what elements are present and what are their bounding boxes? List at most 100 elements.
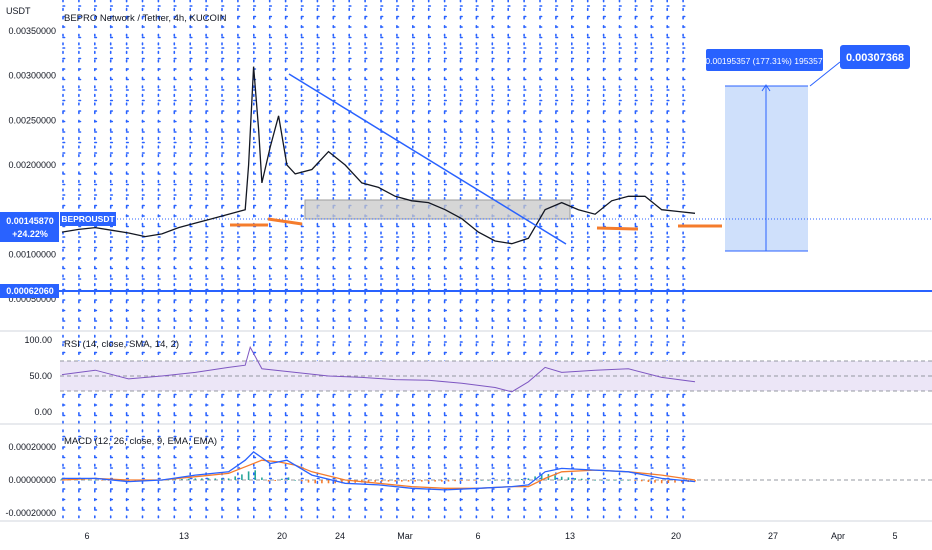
macd-axis[interactable]: 0.00020000 0.00000000 -0.00020000 (5, 442, 56, 518)
macd-histogram-bar (674, 480, 676, 483)
consolidation-zone[interactable] (304, 199, 571, 220)
macd-histogram-bar (620, 480, 623, 481)
macd-histogram-bar (514, 479, 516, 481)
macd-histogram-bar (227, 478, 230, 480)
support-mark[interactable] (596, 226, 639, 231)
macd-histogram-bar (487, 480, 490, 481)
macd-histogram-bar (214, 478, 217, 480)
macd-histogram-bar (341, 480, 343, 484)
time-tick-label: 6 (475, 531, 480, 541)
rsi-series (61, 345, 696, 393)
macd-histogram-bar (634, 480, 636, 481)
rsi-tick-label: 50.00 (29, 371, 52, 381)
macd-histogram-bar (421, 480, 423, 482)
macd-histogram-bar (614, 480, 616, 481)
macd-title: MACD (12, 26, close, 9, EMA, EMA) (64, 436, 217, 447)
macd-histogram-bar (381, 480, 383, 482)
macd-histogram-bar (254, 470, 256, 480)
price-change-value: +24.22% (12, 229, 48, 239)
macd-histogram-bar (474, 480, 476, 481)
hline-price-value: 0.00062060 (6, 286, 54, 296)
trend-line[interactable] (288, 73, 567, 245)
projection-arrow-head (761, 84, 771, 92)
price-tick-label: 0.00250000 (8, 115, 56, 125)
macd-histogram-bar (307, 480, 310, 483)
macd-histogram-bar (374, 480, 376, 482)
macd-histogram-bar (454, 480, 456, 482)
macd-histogram-bar (221, 478, 223, 480)
time-axis[interactable]: 6 13 20 24 Mar 6 13 20 27 Apr 5 (84, 531, 897, 541)
projection-label[interactable]: 0.00195357 (177.31%) 195357 (705, 49, 823, 71)
price-axis[interactable]: 0.00350000 0.00300000 0.00250000 0.00200000… (8, 26, 56, 304)
macd-histogram-bar (594, 480, 596, 481)
macd-histogram-bar (107, 480, 110, 481)
macd-histogram-bar (401, 480, 403, 482)
time-tick-label: Mar (397, 531, 413, 541)
hline-price-tag[interactable]: 0.00062060 (0, 284, 59, 298)
macd-histogram-bar (627, 480, 630, 481)
macd-histogram-bar (174, 479, 177, 480)
macd-histogram-bar (201, 478, 203, 480)
macd-histogram-bar (481, 480, 483, 481)
time-tick-label: 5 (892, 531, 897, 541)
support-mark[interactable] (267, 217, 303, 226)
macd-histogram-bar (534, 476, 536, 480)
macd-histogram-bar (647, 480, 650, 482)
macd-series (62, 451, 696, 491)
macd-histogram-bar (87, 479, 90, 481)
macd-histogram-bar (527, 478, 530, 480)
macd-histogram-bar (267, 480, 270, 482)
macd-histogram-bar (607, 480, 610, 481)
macd-histogram (61, 470, 696, 484)
rsi-tick-label: 0.00 (34, 407, 52, 417)
macd-histogram-bar (127, 480, 130, 482)
chart-title: BEPRO Network / Tether, 4h, KUCOIN (64, 13, 227, 24)
macd-histogram-bar (321, 480, 323, 484)
macd-histogram-bar (521, 479, 523, 480)
rsi-axis[interactable]: 100.00 50.00 0.00 (24, 335, 52, 417)
macd-histogram-bar (447, 480, 450, 482)
macd-histogram-bar (414, 480, 416, 482)
target-callout[interactable]: 0.00307368 (840, 45, 910, 69)
macd-histogram-bar (660, 480, 663, 484)
macd-histogram-bar (600, 480, 603, 481)
macd-histogram-bar (247, 471, 250, 480)
macd-histogram-bar (101, 480, 103, 481)
time-tick-label: 6 (84, 531, 89, 541)
macd-histogram-bar (334, 480, 336, 484)
macd-histogram-bar (540, 474, 543, 480)
price-tick-label: 0.00300000 (8, 71, 56, 81)
macd-histogram-bar (560, 476, 563, 480)
projection-label-text: 0.00195357 (177.31%) 195357 (705, 56, 822, 66)
macd-histogram-bar (287, 477, 290, 480)
macd-histogram-bar (427, 480, 430, 482)
macd-histogram-bar (94, 480, 97, 481)
time-tick-label: 20 (277, 531, 287, 541)
last-price-value: 0.00145870 (6, 216, 54, 226)
macd-histogram-bar (327, 480, 330, 484)
callout-connector (809, 61, 841, 87)
macd-histogram-bar (461, 480, 463, 481)
macd-histogram-bar (274, 480, 276, 481)
macd-histogram-bar (580, 478, 583, 480)
macd-histogram-bar (587, 479, 590, 480)
macd-histogram-bar (314, 480, 316, 484)
macd-histogram-bar (187, 478, 190, 480)
macd-histogram-bar (347, 480, 350, 484)
macd-histogram-bar (694, 480, 696, 482)
macd-histogram-bar (394, 480, 396, 482)
macd-histogram-bar (507, 480, 510, 481)
symbol-tag[interactable]: BEPROUSDT (60, 212, 116, 226)
macd-histogram-bar (574, 478, 576, 480)
last-price-tag[interactable]: 0.00145870 +24.22% (0, 212, 59, 242)
rsi-tick-label: 100.00 (24, 335, 52, 345)
macd-histogram-bar (387, 480, 390, 482)
macd-histogram-bar (281, 478, 283, 480)
macd-histogram-bar (654, 480, 656, 483)
macd-histogram-bar (194, 478, 197, 480)
macd-tick-label: 0.00020000 (8, 442, 56, 452)
macd-histogram-bar (494, 480, 496, 481)
macd-histogram-bar (181, 479, 183, 480)
